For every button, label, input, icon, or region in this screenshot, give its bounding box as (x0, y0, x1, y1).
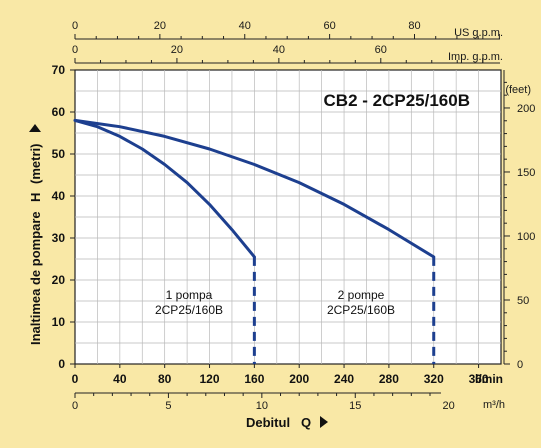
y-axis-symbol: H (28, 193, 43, 202)
y-tick-label: 40 (52, 189, 66, 203)
x-axis-symbol: Q (301, 415, 311, 430)
x-axis-title: Debitul Q (246, 415, 328, 430)
m3h-tick-label: 10 (256, 400, 268, 412)
y-tick-label: 0 (58, 357, 65, 371)
chart-title: CB2 - 2CP25/160B (324, 91, 470, 110)
x-axis-label: Debitul (246, 415, 290, 430)
y-tick-label: 60 (52, 105, 66, 119)
impgpm-tick-label: 40 (273, 44, 285, 56)
x-axis-arrow-icon (320, 416, 328, 428)
x-tick-label: 320 (424, 372, 444, 386)
usgpm-tick-label: 60 (323, 20, 335, 32)
y-tick-label: 20 (52, 273, 66, 287)
feet-tick-label: 0 (517, 359, 523, 371)
usgpm-tick-label: 40 (239, 20, 251, 32)
m3h-tick-label: 15 (349, 400, 361, 412)
usgpm-tick-label: 0 (72, 20, 78, 32)
unit-m3h: m³/h (483, 399, 505, 411)
grid (75, 70, 501, 364)
x-tick-label: 0 (72, 372, 79, 386)
curve-2 (73, 118, 436, 259)
label-1-pompa-line1: 1 pompa (166, 288, 213, 302)
unit-feet: (feet) (505, 84, 531, 96)
label-2-pompe-line1: 2 pompe (338, 288, 385, 302)
impgpm-tick-label: 0 (72, 44, 78, 56)
feet-tick-label: 100 (517, 231, 535, 243)
x-tick-label: 240 (334, 372, 354, 386)
y-axis-arrow-icon (29, 124, 41, 132)
label-1-pompa-line2: 2CP25/160B (155, 303, 223, 317)
m3h-tick-label: 5 (165, 400, 171, 412)
label-2-pompe-line2: 2CP25/160B (327, 303, 395, 317)
y-tick-label: 70 (52, 63, 66, 77)
impgpm-tick-label: 20 (171, 44, 183, 56)
usgpm-tick-label: 80 (408, 20, 420, 32)
x-tick-label: 280 (379, 372, 399, 386)
impgpm-tick-label: 60 (375, 44, 387, 56)
unit-us-gpm: US g.p.m. (454, 27, 503, 39)
x-tick-label: 80 (158, 372, 172, 386)
y-axis-label: Inaltimea de pompare (28, 211, 43, 345)
x-tick-label: 200 (289, 372, 309, 386)
x-tick-label: 40 (113, 372, 127, 386)
y-tick-label: 50 (52, 147, 66, 161)
y-tick-label: 30 (52, 231, 66, 245)
x-tick-label: 360 (469, 372, 489, 386)
feet-tick-label: 50 (517, 295, 529, 307)
unit-imp-gpm: Imp. g.p.m. (448, 51, 503, 63)
x-tick-label: 120 (200, 372, 220, 386)
y-axis-unit: (metri) (28, 144, 43, 184)
m3h-tick-label: 20 (443, 400, 455, 412)
usgpm-tick-label: 20 (154, 20, 166, 32)
x-tick-label: 160 (244, 372, 264, 386)
m3h-tick-label: 0 (72, 400, 78, 412)
y-axis-title: Inaltimea de pompare H (metri) (28, 124, 43, 345)
unit-l-min: l/min (475, 372, 503, 386)
feet-tick-label: 200 (517, 103, 535, 115)
series-layer (73, 118, 436, 364)
y-tick-label: 10 (52, 315, 66, 329)
curve-1 (73, 118, 256, 259)
feet-tick-label: 150 (517, 167, 535, 179)
